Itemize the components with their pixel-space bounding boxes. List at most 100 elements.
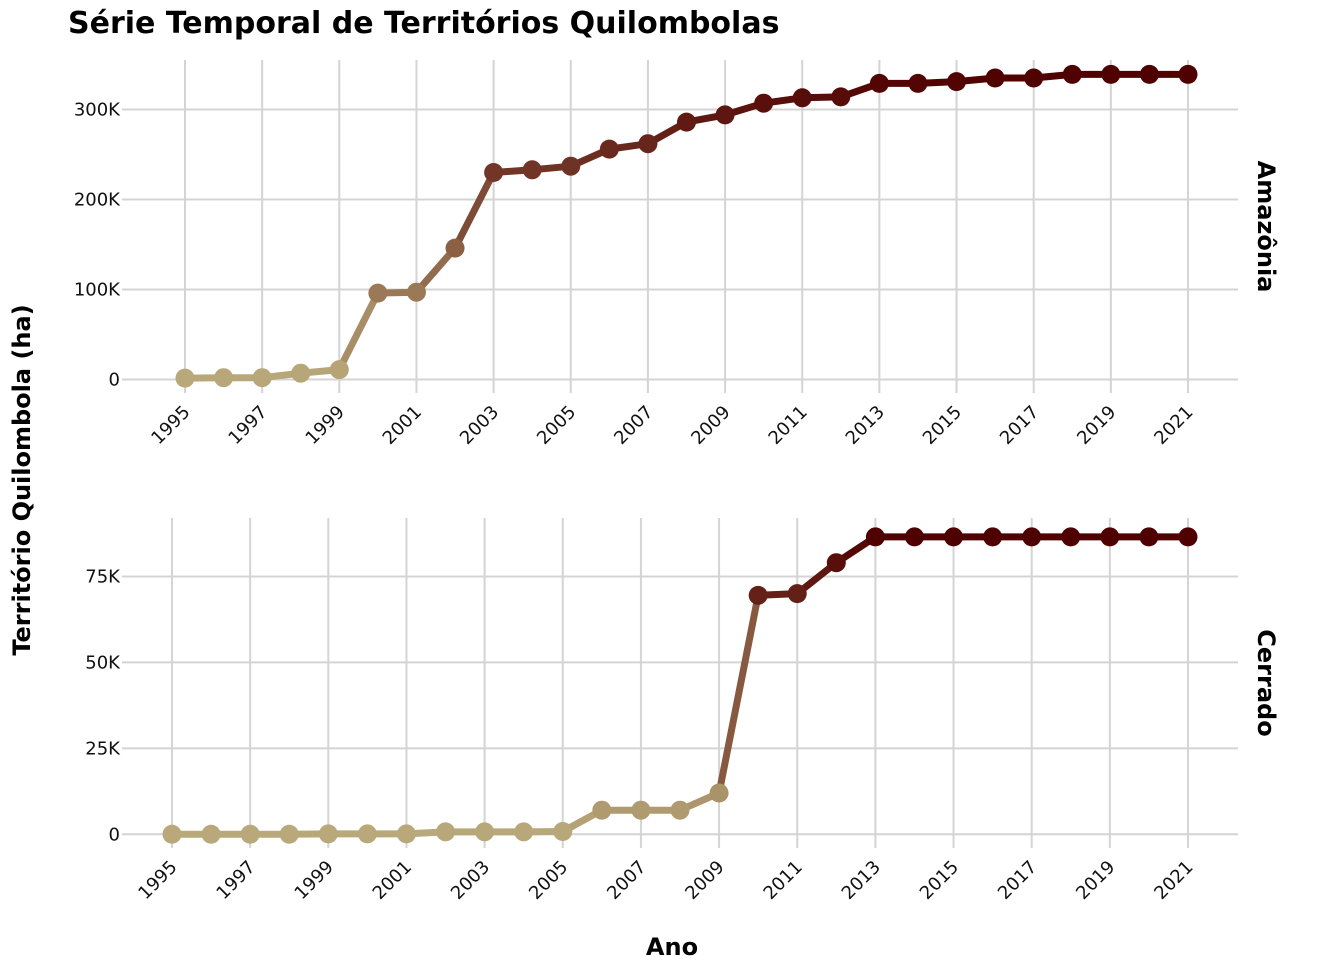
data-point xyxy=(1061,527,1081,547)
data-point xyxy=(1100,527,1120,547)
data-point xyxy=(831,87,851,107)
x-tick-label: 2015 xyxy=(919,402,966,449)
x-tick-label: 2017 xyxy=(994,857,1041,904)
x-tick-label: 2017 xyxy=(996,402,1043,449)
data-point xyxy=(291,363,311,383)
x-tick-label: 2019 xyxy=(1073,402,1120,449)
panel-cerrado: 0 25K 50K 75K 1995 1997 1999 2001 2003 2005 2007 20… xyxy=(85,518,1280,904)
series-line-segment xyxy=(451,169,498,252)
x-tick-label: 2005 xyxy=(533,402,580,449)
x-tick-label: 1995 xyxy=(134,857,181,904)
facet-strip-label: Amazônia xyxy=(1252,161,1280,293)
data-point xyxy=(904,527,924,547)
x-tick-label: 2007 xyxy=(603,857,650,904)
chart-panels: 0 100K 200K 300K 1995 1997 1999 2001 2003 2005 200… xyxy=(74,60,1280,904)
data-point xyxy=(175,368,195,388)
data-point xyxy=(1139,527,1159,547)
data-point xyxy=(201,824,221,844)
x-tick-label: 2013 xyxy=(842,402,889,449)
data-point xyxy=(826,553,846,573)
data-point xyxy=(985,68,1005,88)
x-tick-label: 2003 xyxy=(456,402,503,449)
x-tick-label: 2005 xyxy=(525,857,572,904)
data-point xyxy=(983,527,1003,547)
data-point xyxy=(329,360,349,380)
y-tick-label: 75K xyxy=(85,566,121,587)
data-point xyxy=(748,585,768,605)
x-tick-label: 2019 xyxy=(1072,857,1119,904)
x-tick-label: 2007 xyxy=(610,402,657,449)
x-tick-label: 2009 xyxy=(681,857,728,904)
data-point xyxy=(869,73,889,93)
data-point xyxy=(406,282,426,302)
data-point xyxy=(944,527,964,547)
data-point xyxy=(318,824,338,844)
data-point xyxy=(865,527,885,547)
y-tick-label: 25K xyxy=(85,738,121,759)
x-tick-label: 2011 xyxy=(760,857,807,904)
data-point xyxy=(445,238,465,258)
data-point xyxy=(754,93,774,113)
data-point xyxy=(787,584,807,604)
data-point xyxy=(670,800,690,820)
series-line-segment xyxy=(715,591,762,797)
x-tick-label: 1999 xyxy=(302,402,349,449)
x-tick-label: 2003 xyxy=(447,857,494,904)
x-tick-label: 2011 xyxy=(765,402,812,449)
data-point xyxy=(599,139,619,159)
x-tick-label: 2001 xyxy=(379,402,426,449)
chart-title: Série Temporal de Territórios Quilombola… xyxy=(68,6,779,41)
y-tick-label: 300K xyxy=(74,100,121,121)
data-point xyxy=(947,72,967,92)
data-point xyxy=(592,800,612,820)
data-point xyxy=(1022,527,1042,547)
x-axis-title: Ano xyxy=(646,933,698,960)
facet-strip-label: Cerrado xyxy=(1252,629,1280,736)
data-point xyxy=(553,822,573,841)
data-point xyxy=(709,783,729,803)
data-point xyxy=(638,134,658,154)
data-point xyxy=(1178,527,1198,547)
data-point xyxy=(279,824,299,844)
data-point xyxy=(214,368,234,388)
data-point xyxy=(514,822,534,842)
data-point xyxy=(475,822,495,842)
data-point xyxy=(240,824,260,844)
data-point xyxy=(715,105,735,125)
x-tick-label: 1997 xyxy=(212,857,259,904)
x-tick-label: 1997 xyxy=(224,402,271,449)
y-tick-label: 100K xyxy=(74,280,121,301)
y-tick-label: 200K xyxy=(74,190,121,211)
data-point xyxy=(252,368,272,388)
panel-amazônia: 0 100K 200K 300K 1995 1997 1999 2001 2003 2005 200… xyxy=(74,60,1280,449)
data-point xyxy=(396,824,416,844)
data-point xyxy=(1024,68,1044,88)
x-tick-label: 1999 xyxy=(291,857,338,904)
data-point xyxy=(1101,64,1121,84)
y-tick-label: 50K xyxy=(85,652,121,673)
data-point xyxy=(677,112,696,132)
data-point xyxy=(1139,64,1159,84)
x-tick-label: 2001 xyxy=(369,857,416,904)
y-tick-label: 0 xyxy=(109,370,120,391)
data-point xyxy=(368,283,388,303)
x-tick-label: 2015 xyxy=(916,857,963,904)
x-tick-label: 2009 xyxy=(687,402,734,449)
y-axis-title: Território Quilombola (ha) xyxy=(8,304,36,655)
data-point xyxy=(162,824,182,844)
data-point xyxy=(792,88,812,108)
data-point xyxy=(908,73,928,93)
x-tick-label: 1995 xyxy=(147,402,194,449)
x-tick-label: 2021 xyxy=(1150,402,1197,449)
data-point xyxy=(436,822,456,842)
data-point xyxy=(631,800,651,820)
x-tick-label: 2021 xyxy=(1150,857,1197,904)
data-point xyxy=(484,163,504,182)
data-point xyxy=(357,824,377,844)
data-point xyxy=(1062,64,1082,84)
data-point xyxy=(1178,64,1198,84)
series-line-segment xyxy=(335,289,382,374)
data-point xyxy=(561,156,581,176)
